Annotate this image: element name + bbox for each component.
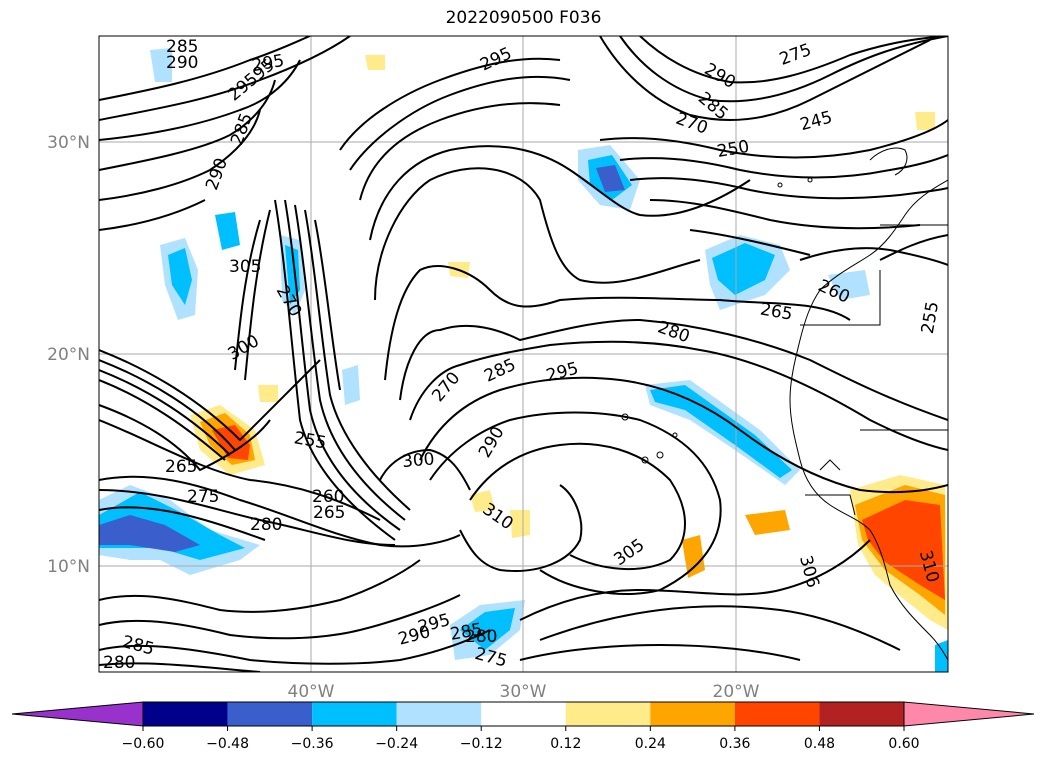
fill-blue-band-core bbox=[650, 385, 792, 478]
colorbar-tick-label: 0.60 bbox=[888, 736, 919, 752]
colorbar-extend-high bbox=[903, 701, 1035, 727]
fill-warm-small1 bbox=[745, 510, 790, 535]
contour-label: 300 bbox=[401, 449, 435, 472]
contour-label: 285 bbox=[166, 37, 198, 57]
map-panel: 285 290 29595 295 285 290 295 275 290 28… bbox=[99, 36, 948, 673]
coastlines bbox=[621, 147, 948, 661]
fill-blue-small1 bbox=[215, 212, 240, 250]
fill-warm-small2 bbox=[682, 535, 705, 578]
fill-blue-west-south-deep bbox=[99, 515, 200, 552]
fill-warm-small8 bbox=[258, 385, 278, 402]
colorbar-segment bbox=[565, 702, 651, 726]
contour-label: 290 bbox=[166, 53, 198, 73]
colorbar-segment bbox=[481, 702, 566, 726]
colorbar-segment bbox=[227, 702, 313, 726]
fill-blue-south-center-core bbox=[460, 608, 515, 650]
fill-blue-ne-deep bbox=[596, 165, 625, 192]
fill-blue-small4 bbox=[828, 270, 870, 300]
colorbar-tick-label: −0.60 bbox=[122, 736, 165, 752]
colorbar-tick-label: 0.12 bbox=[550, 736, 581, 752]
colorbar-segment bbox=[734, 702, 820, 726]
fill-warm-east-core bbox=[862, 500, 945, 600]
map-title: 2022090500 F036 bbox=[445, 8, 602, 28]
lat-axis: 30°N 20°N 10°N bbox=[47, 133, 90, 577]
lon-axis: 40°W 30°W 20°W bbox=[288, 682, 760, 702]
fill-blue-small3 bbox=[342, 365, 360, 405]
positive-anomaly-fills bbox=[190, 55, 948, 630]
contour-label: 275 bbox=[187, 487, 219, 507]
lon-label-40w: 40°W bbox=[288, 682, 335, 702]
colorbar-tick-label: −0.48 bbox=[206, 736, 249, 752]
colorbar: −0.60 −0.48 −0.36 −0.24 −0.12 0.12 0.24 0.36 0.4… bbox=[11, 701, 1035, 752]
fill-blue-small2 bbox=[150, 48, 172, 82]
lat-label-20n: 20°N bbox=[47, 345, 90, 365]
contour-label: 280 bbox=[103, 653, 135, 673]
gridlines bbox=[99, 36, 948, 672]
contour-label: 280 bbox=[465, 627, 497, 647]
contour-label: 265 bbox=[165, 457, 197, 477]
lon-label-20w: 20°W bbox=[713, 682, 760, 702]
colorbar-tick-label: −0.24 bbox=[375, 736, 418, 752]
colorbar-tick-label: −0.36 bbox=[291, 736, 334, 752]
contour-label: 260 bbox=[312, 487, 344, 507]
colorbar-segment bbox=[143, 702, 228, 726]
fill-blue-small5 bbox=[935, 640, 948, 672]
colorbar-tick-label: 0.48 bbox=[804, 736, 835, 752]
contour-label: 265 bbox=[313, 503, 345, 523]
colorbar-tick-label: 0.24 bbox=[635, 736, 666, 752]
colorbar-tick-label: −0.12 bbox=[460, 736, 503, 752]
contour-label: 280 bbox=[250, 515, 282, 535]
colorbar-segment bbox=[312, 702, 397, 726]
colorbar-border bbox=[142, 701, 905, 727]
contour-lines bbox=[99, 36, 948, 672]
fill-warm-small3 bbox=[510, 510, 530, 538]
fill-warm-small5 bbox=[365, 55, 385, 70]
lon-label-30w: 30°W bbox=[500, 682, 547, 702]
colorbar-segment bbox=[650, 702, 735, 726]
contour-label: 305 bbox=[229, 257, 261, 277]
fill-warm-small7 bbox=[915, 112, 935, 130]
colorbar-segment bbox=[396, 702, 482, 726]
lat-label-30n: 30°N bbox=[47, 133, 90, 153]
fill-blue-east-core bbox=[712, 243, 775, 295]
colorbar-segment bbox=[819, 702, 904, 726]
fill-blue-west-mid-core bbox=[168, 248, 192, 305]
map-border bbox=[98, 35, 949, 673]
lat-label-10n: 10°N bbox=[47, 557, 90, 577]
fill-warm-small4 bbox=[470, 490, 495, 512]
colorbar-tick-label: 0.36 bbox=[719, 736, 750, 752]
colorbar-extend-low bbox=[11, 701, 144, 727]
fill-warm-west-core bbox=[212, 425, 250, 460]
